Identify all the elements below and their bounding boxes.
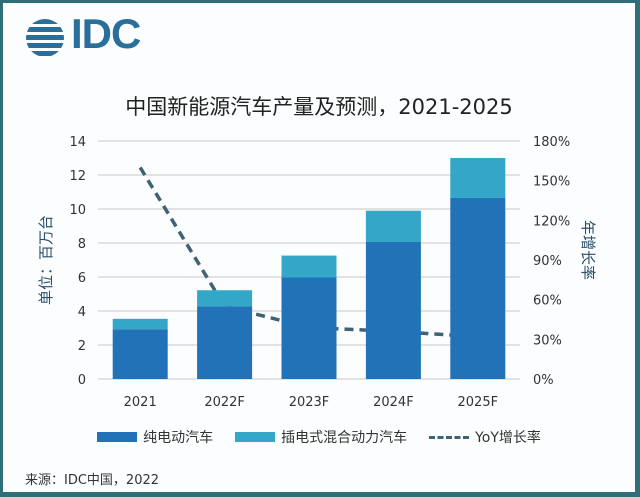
y-axis-label: 单位：百万台 <box>37 215 55 305</box>
bar-2023F <box>281 255 337 278</box>
legend-swatch <box>235 432 276 442</box>
y2-axis-label: 年增长率 <box>579 220 597 280</box>
y-tick-label: 12 <box>69 169 86 184</box>
bar-2021 <box>112 329 168 379</box>
legend-item-phev[interactable]: 插电式混合动力汽车 <box>235 427 407 447</box>
x-tick-label: 2021 <box>124 395 157 410</box>
x-tick-label: 2023F <box>289 395 330 410</box>
x-tick-label: 2024F <box>373 395 414 410</box>
y-tick-label: 2 <box>78 339 86 354</box>
y2-tick-label: 150% <box>533 175 570 190</box>
bar-2024F <box>365 241 421 379</box>
y2-tick-label: 0% <box>533 373 554 388</box>
bar-2024F <box>365 210 421 242</box>
y-tick-label: 10 <box>69 203 86 218</box>
x-tick-label: 2025F <box>458 395 499 410</box>
y-tick-label: 4 <box>78 305 86 320</box>
globe-icon <box>26 19 64 56</box>
bar-2022F <box>197 290 253 307</box>
legend-item-bev[interactable]: 纯电动汽车 <box>97 427 213 447</box>
y2-tick-label: 30% <box>533 333 562 348</box>
legend: 纯电动汽车 插电式混合动力汽车 YoY增长率 <box>3 427 635 447</box>
yoy-line <box>138 166 478 339</box>
legend-label: 插电式混合动力汽车 <box>281 430 408 446</box>
y-tick-label: 6 <box>78 271 86 286</box>
chart-svg: 0 2 4 6 8 10 12 14 0% 30% 60% 90% 120% 150% 180% 2021 20… <box>37 135 597 410</box>
y2-tick-label: 60% <box>533 294 562 309</box>
legend-item-yoy[interactable]: YoY增长率 <box>429 427 541 447</box>
y2-tick-label: 120% <box>533 214 570 229</box>
y2-tick-label: 90% <box>533 254 562 269</box>
legend-dash <box>429 435 470 439</box>
bar-2023F <box>281 277 337 379</box>
y-tick-label: 8 <box>78 237 86 252</box>
legend-label: YoY增长率 <box>475 430 541 446</box>
chart-title: 中国新能源汽车产量及预测，2021-2025 <box>125 95 513 119</box>
idc-logo: IDC <box>25 10 141 63</box>
legend-swatch <box>97 432 138 442</box>
y-tick-label: 14 <box>69 135 86 150</box>
y-tick-label: 0 <box>78 373 86 388</box>
bar-2025F <box>450 158 506 198</box>
bar-2021 <box>112 318 168 330</box>
chart-frame: IDC 中国新能源汽车产量及预测，2021-2025 0 2 4 6 8 10 12 14 0%… <box>3 3 635 492</box>
x-tick-label: 2022F <box>204 395 245 410</box>
logo-text: IDC <box>71 10 141 57</box>
source-note: 来源：IDC中国，2022 <box>25 473 160 488</box>
legend-label: 纯电动汽车 <box>143 430 214 446</box>
y2-tick-label: 180% <box>533 135 570 150</box>
bar-2025F <box>450 197 506 379</box>
bar-2022F <box>197 306 253 379</box>
